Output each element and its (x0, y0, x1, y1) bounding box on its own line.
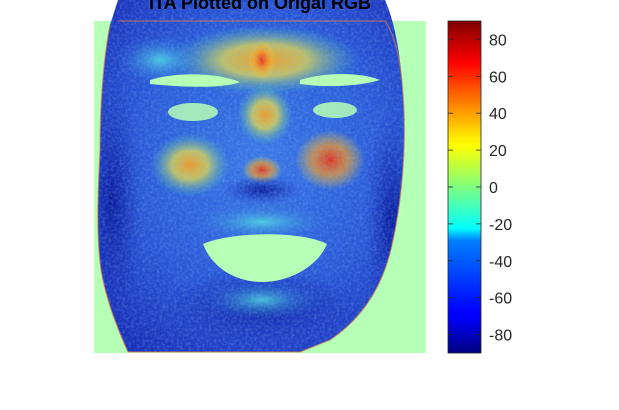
colorbar-tick-label: -80 (489, 328, 512, 345)
left-eye-mask (150, 74, 240, 87)
colorbar-tick-label: 60 (489, 69, 507, 86)
colorbar-gradient (447, 20, 482, 354)
mouth-mask (203, 234, 327, 282)
right-eye-speckle (313, 102, 357, 118)
colorbar-tick-label: -20 (489, 217, 512, 234)
colorbar-tick-label: -60 (489, 291, 512, 308)
colorbar-tick-label: 40 (489, 106, 507, 123)
colorbar: 80 60 40 20 0 -20 -40 -60 -80 (447, 20, 512, 354)
right-eye-mask (300, 74, 380, 87)
face-outline (97, 20, 405, 353)
chart-title: ITA Plotted on Origal RGB (149, 0, 371, 13)
colorbar-tick-label: 0 (489, 180, 498, 197)
colorbar-ticks: 80 60 40 20 0 -20 -40 -60 -80 (448, 32, 512, 345)
texture (97, 0, 405, 352)
colorbar-tick-label: 80 (489, 32, 507, 49)
colorbar-tick-label: 20 (489, 143, 507, 160)
image-area (94, 0, 426, 353)
colorbar-tick-label: -40 (489, 254, 512, 271)
left-eye-speckle (168, 103, 218, 121)
face-map (97, 0, 405, 352)
